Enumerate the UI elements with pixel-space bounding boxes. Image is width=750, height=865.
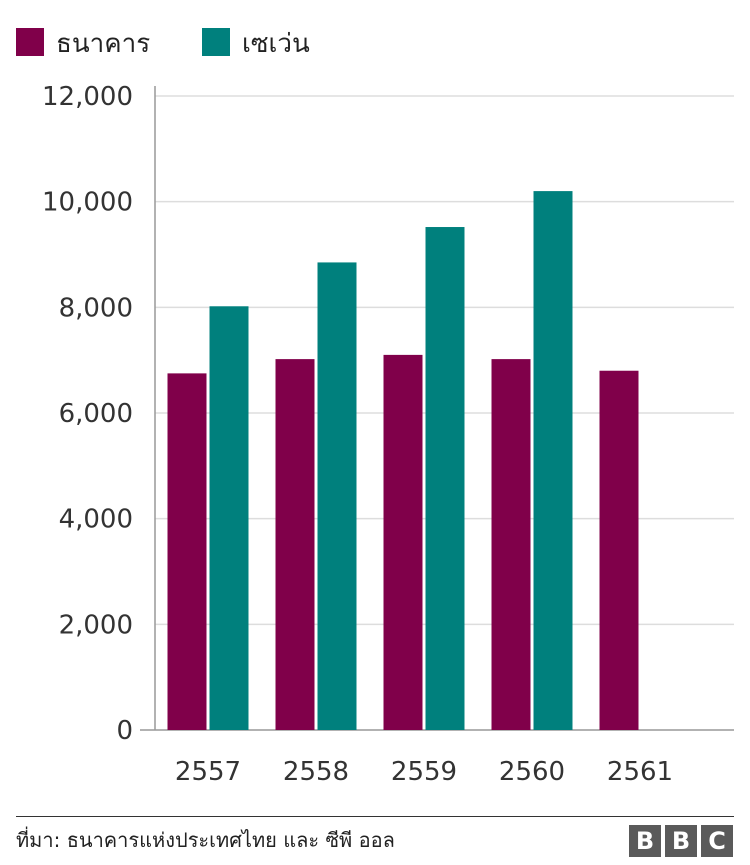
bbc-logo-letter: B (629, 825, 661, 857)
bar (317, 262, 357, 730)
y-tick-label: 0 (116, 716, 133, 746)
x-axis-ticks: 2557 2558 2559 2560 2561 (175, 757, 673, 787)
source-note: ที่มา: ธนาคารแห่งประเทศไทย และ ซีพี ออล (16, 828, 395, 852)
y-tick-label: 4,000 (59, 505, 133, 535)
bar (383, 354, 423, 730)
legend-label: ธนาคาร (56, 29, 150, 59)
bar (425, 227, 465, 730)
bar (209, 306, 249, 730)
bbc-logo-letter: C (701, 825, 733, 857)
bar (167, 373, 207, 730)
bar (533, 191, 573, 731)
x-tick-label: 2558 (283, 757, 349, 787)
bar (275, 359, 315, 730)
bar-chart: ธนาคาร เซเว่น 0 2,000 4,000 6,000 8,000 10,000… (16, 28, 734, 787)
x-tick-label: 2557 (175, 757, 241, 787)
legend-label: เซเว่น (242, 29, 310, 59)
bars (167, 191, 639, 731)
legend-swatch (202, 28, 230, 56)
x-tick-label: 2559 (391, 757, 457, 787)
y-tick-label: 2,000 (59, 610, 133, 640)
bbc-logo-letter: B (665, 825, 697, 857)
x-tick-label: 2561 (607, 757, 673, 787)
gridlines (140, 86, 734, 731)
bar (491, 359, 531, 730)
y-axis-ticks: 0 2,000 4,000 6,000 8,000 10,000 12,000 (42, 82, 133, 746)
legend: ธนาคาร เซเว่น (16, 28, 310, 59)
legend-swatch (16, 28, 44, 56)
y-tick-label: 6,000 (59, 399, 133, 429)
bar (599, 370, 639, 730)
x-tick-label: 2560 (499, 757, 565, 787)
bbc-logo: B B C (629, 825, 733, 857)
y-tick-label: 8,000 (59, 293, 133, 323)
footer-divider (16, 816, 734, 817)
y-tick-label: 12,000 (42, 82, 133, 112)
y-tick-label: 10,000 (42, 188, 133, 218)
